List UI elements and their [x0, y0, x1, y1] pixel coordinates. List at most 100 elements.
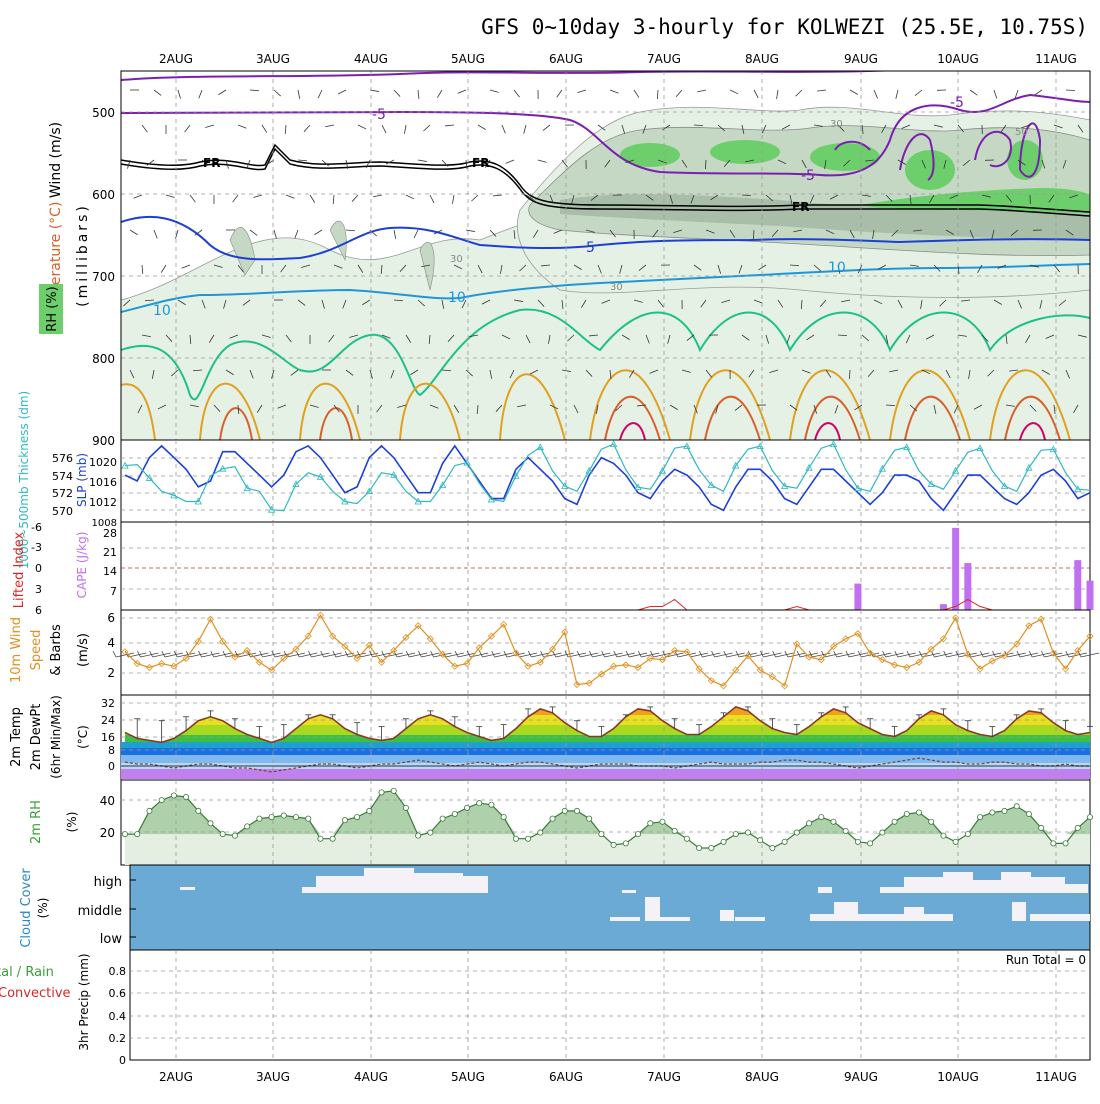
rh2m-point — [501, 814, 506, 819]
rh2m-point — [1063, 841, 1068, 846]
slp-tick-left-574: 574 — [52, 470, 73, 483]
rh2m-point — [990, 810, 995, 815]
temp-band-8-12 — [121, 748, 1090, 755]
wind-ylabel-3: & Barbs — [49, 624, 64, 676]
rh2m-point — [1002, 808, 1007, 813]
temp-tick-8: 8 — [108, 744, 115, 757]
label-minus5-b: -5 — [801, 168, 815, 184]
precip-ylabel-2: Convective — [0, 986, 71, 1001]
date-label-top: 10AUG — [937, 52, 979, 66]
precip-ylabel-3: 3hr Precip (mm) — [77, 953, 91, 1050]
temp-ylabel-2: 2m DewPt — [29, 704, 44, 771]
rh2m-point — [611, 842, 616, 847]
cape-tick-left-m3: -3 — [31, 541, 42, 554]
rh2m-point — [367, 808, 372, 813]
rh2m-point — [648, 821, 653, 826]
rh2m-point — [342, 818, 347, 823]
rh2m-point — [183, 794, 188, 799]
rh2m-point — [122, 831, 127, 836]
cloud-level-middle: middle — [78, 904, 122, 919]
upper-air-panel: -5 -5 -5 FR FR FR 5 10 10 10 30 30 30 50… — [39, 70, 1090, 448]
rh2m-point — [635, 831, 640, 836]
cloud-ylabel-1: Cloud Cover — [19, 868, 34, 948]
rh2m-point — [526, 836, 531, 841]
cape-tick-right-14: 14 — [103, 565, 117, 578]
rh-green-2 — [710, 140, 780, 164]
rh2m-point — [843, 828, 848, 833]
rh2m-point — [403, 805, 408, 810]
rh2m-point — [1087, 814, 1092, 819]
rh2m-point — [159, 797, 164, 802]
precip-panel: 0.8 0.6 0.4 0.2 0 Run Total = 0 tal / Ra… — [0, 950, 1090, 1067]
rh2m-point — [782, 839, 787, 844]
wind-barb-flag — [113, 651, 116, 657]
rh2m-point — [574, 808, 579, 813]
rh-tick-40: 40 — [100, 794, 115, 808]
cape-bar — [952, 528, 959, 610]
date-label-top: 6AUG — [549, 52, 583, 66]
rh2m-point — [232, 833, 237, 838]
cape-ylabel-li: Lifted Index — [12, 531, 27, 608]
rh2m-point — [281, 813, 286, 818]
rh-green-4 — [905, 150, 955, 190]
cape-li-panel: -6 -3 0 3 6 28 21 14 7 Lifted Index CAPE… — [12, 521, 1094, 617]
rh2m-point — [672, 828, 677, 833]
rh2m-point — [354, 814, 359, 819]
date-label-top: 5AUG — [451, 52, 485, 66]
rh2m-point — [147, 808, 152, 813]
rh2m-point — [379, 790, 384, 795]
pressure-tick-800: 800 — [92, 352, 115, 366]
rh2m-point — [452, 811, 457, 816]
pressure-tick-900: 900 — [92, 434, 115, 448]
rh2m-point — [550, 816, 555, 821]
rh2m-point — [599, 831, 604, 836]
precip-tick-0.4: 0.4 — [109, 1010, 127, 1023]
slp-tick-left-572: 572 — [52, 487, 73, 500]
rh2m-point — [220, 831, 225, 836]
date-label-top: 7AUG — [647, 52, 681, 66]
pressure-tick-500: 500 — [92, 106, 115, 120]
date-label-bottom: 10AUG — [937, 1070, 979, 1084]
rh2m-point — [1051, 841, 1056, 846]
rh2m-point — [464, 805, 469, 810]
date-label-bottom: 9AUG — [844, 1070, 878, 1084]
cape-tick-right-28: 28 — [103, 527, 117, 540]
precip-run-total: Run Total = 0 — [1006, 953, 1086, 967]
date-label-top: 8AUG — [745, 52, 779, 66]
rh2m-point — [245, 824, 250, 829]
label-5: 5 — [586, 240, 595, 256]
rh2m-point — [770, 845, 775, 850]
rh2m-point — [1026, 811, 1031, 816]
cape-ylabel-cape: CAPE (J/kg) — [75, 532, 89, 599]
rh2m-point — [819, 814, 824, 819]
rh2m-point — [904, 811, 909, 816]
label-30-c: 30 — [830, 119, 843, 130]
label-fr-3: FR — [792, 200, 809, 214]
rh-tick-20: 20 — [100, 826, 115, 840]
rh2m-point — [306, 816, 311, 821]
rh2m-point — [965, 831, 970, 836]
cloud-cover-panel: high middle low Cloud Cover (%) — [19, 865, 1090, 950]
date-label-top: 3AUG — [256, 52, 290, 66]
label-30-b: 30 — [610, 282, 623, 293]
label-minus5-a: -5 — [372, 107, 386, 123]
rh2m-point — [758, 838, 763, 843]
rh2m-point — [941, 833, 946, 838]
date-label-top: 4AUG — [354, 52, 388, 66]
rh2m-point — [697, 845, 702, 850]
rh2m-point — [196, 808, 201, 813]
slp-tick-right-1016: 1016 — [89, 476, 117, 489]
wind-tick-6: 6 — [107, 611, 115, 625]
wind-ylabel-4: (m/s) — [76, 633, 91, 667]
label-minus5-c: -5 — [950, 95, 964, 111]
temp-band-12-16 — [121, 742, 1090, 748]
temp-ylabel-3: (6hr Min/Max) — [49, 695, 63, 779]
date-label-bottom: 3AUG — [256, 1070, 290, 1084]
rh2m-point — [623, 841, 628, 846]
rh2m-point — [562, 808, 567, 813]
temp-tick-32: 32 — [101, 697, 115, 710]
pressure-tick-600: 600 — [92, 188, 115, 202]
